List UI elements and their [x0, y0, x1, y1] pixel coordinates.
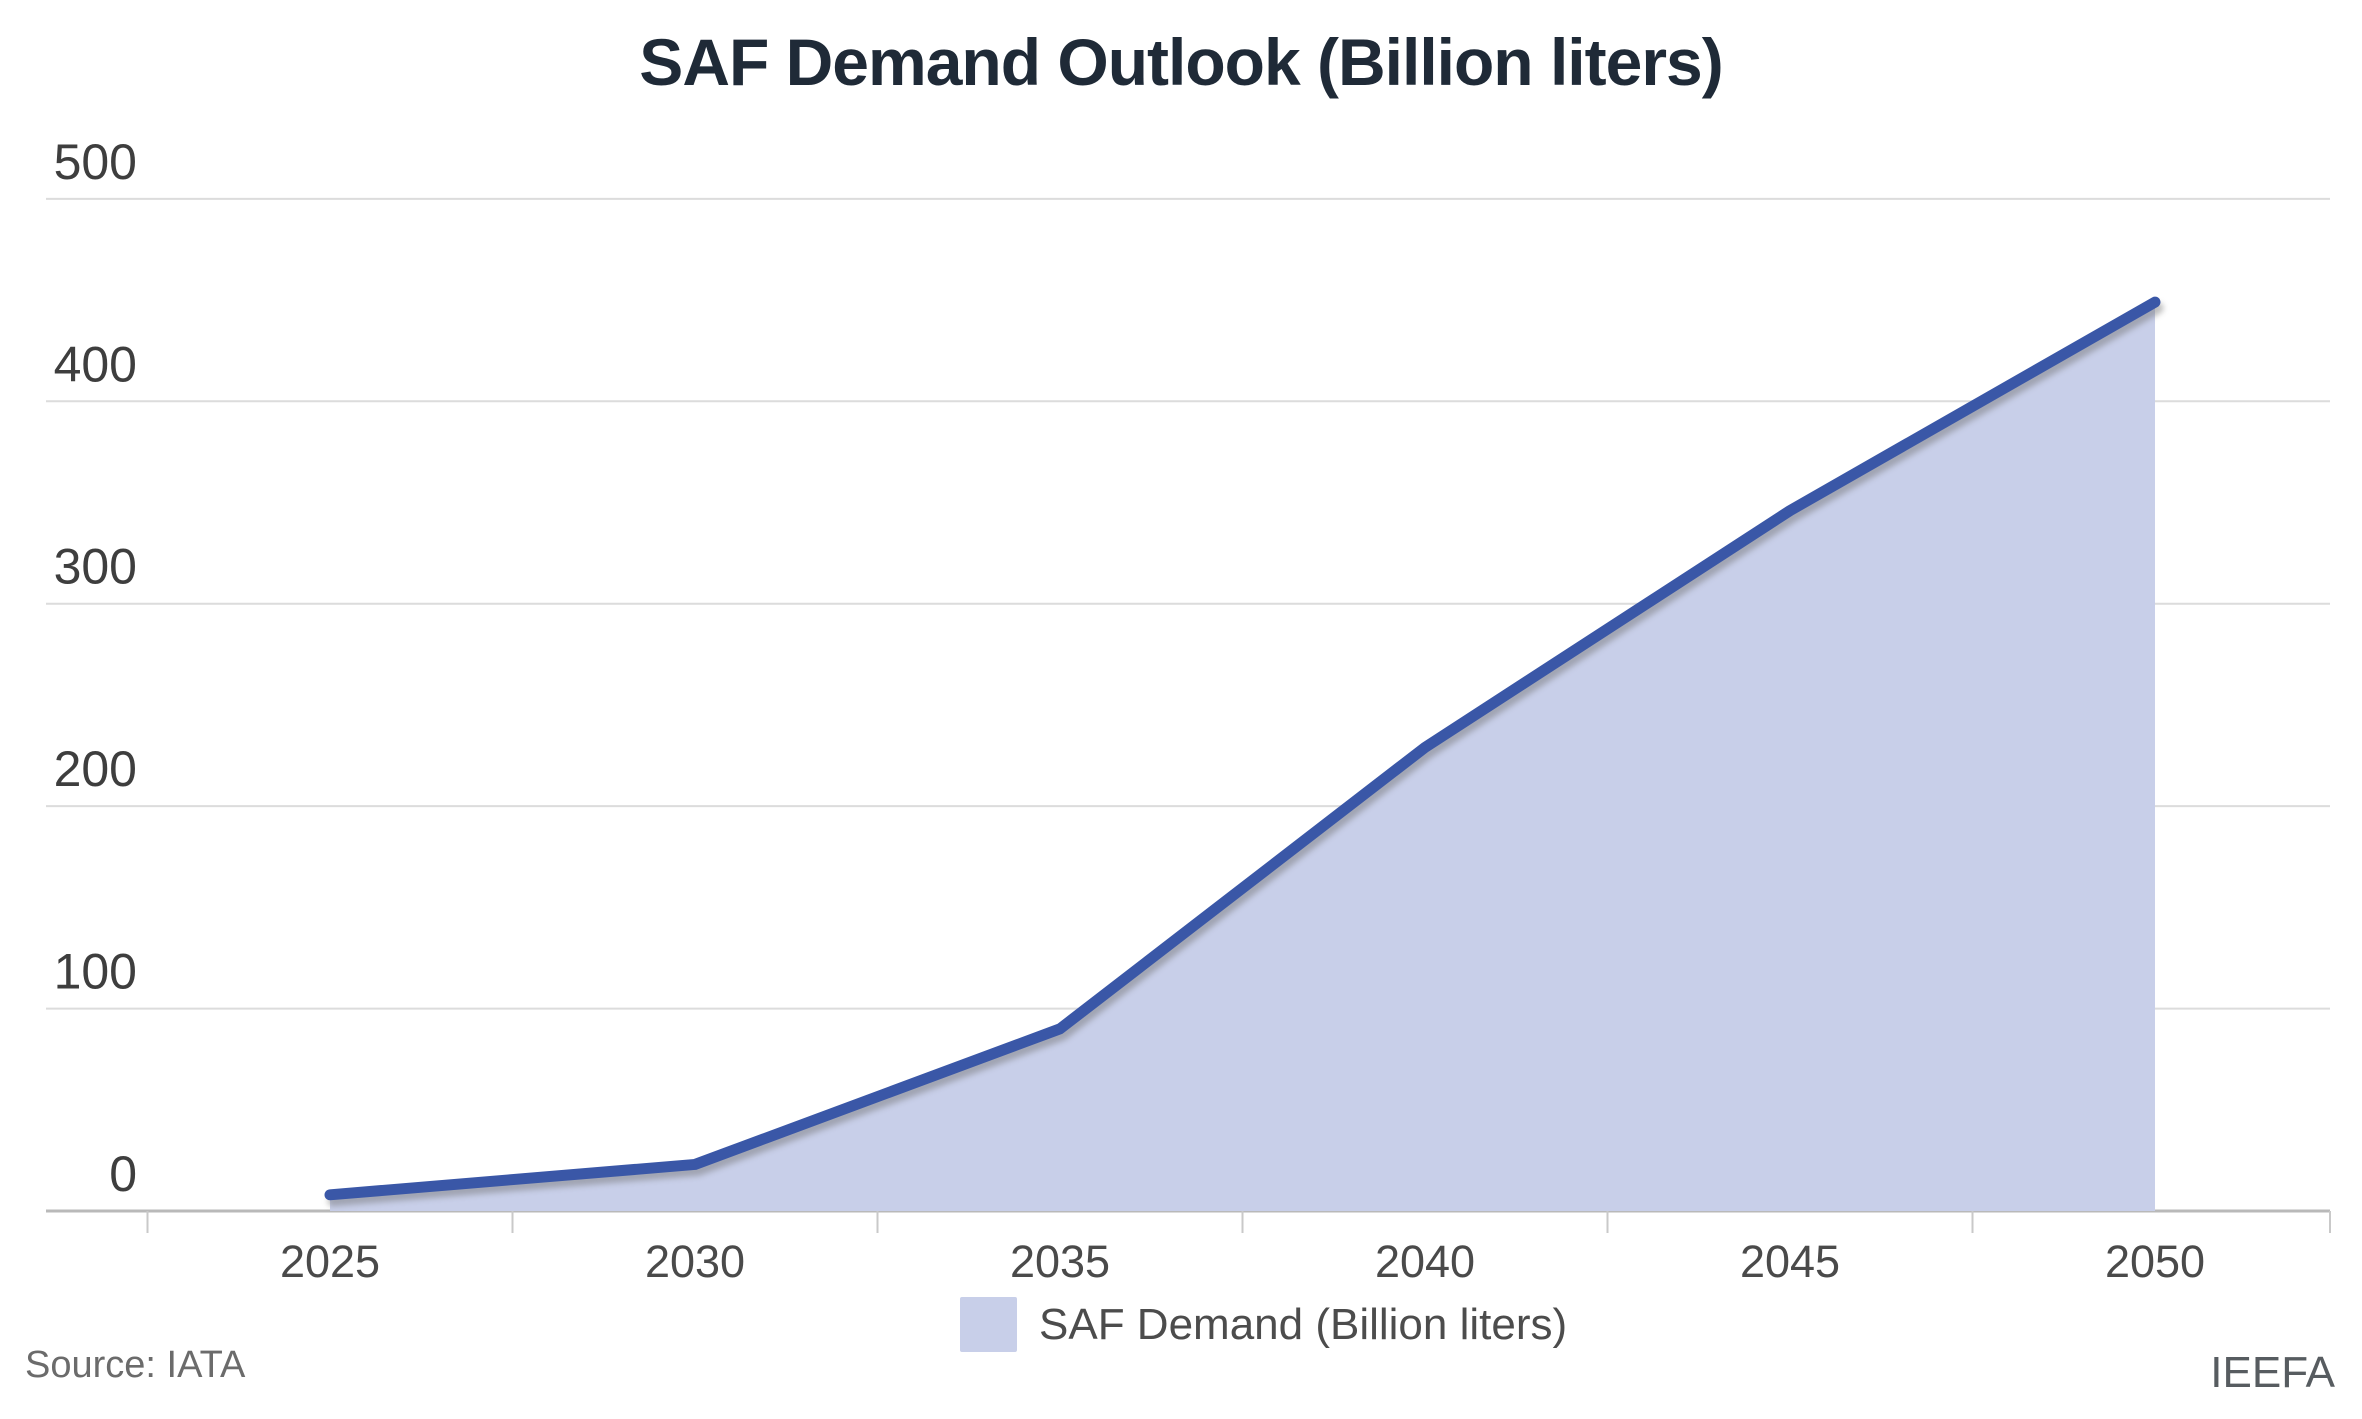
x-tick-label: 2035 [1010, 1236, 1110, 1287]
x-tick-label: 2040 [1375, 1236, 1475, 1287]
legend-swatch [960, 1297, 1017, 1352]
y-tick-label: 400 [54, 336, 137, 392]
area-fill [330, 302, 2155, 1211]
x-tick-label: 2025 [280, 1236, 380, 1287]
x-tick-label: 2045 [1740, 1236, 1840, 1287]
chart-legend: SAF Demand (Billion liters) [960, 1297, 1567, 1352]
y-tick-label: 300 [54, 539, 137, 595]
demand-line [324, 296, 2161, 1201]
chart-title: SAF Demand Outlook (Billion liters) [639, 25, 1723, 99]
y-tick-label: 500 [54, 134, 137, 190]
source-note: Source: IATA [25, 1344, 246, 1386]
x-tick-label: 2030 [645, 1236, 745, 1287]
y-tick-label: 100 [54, 944, 137, 1000]
x-tick-label: 2050 [2105, 1236, 2205, 1287]
ieefa-logo: IEEFA [2210, 1348, 2335, 1397]
legend-label: SAF Demand (Billion liters) [1039, 1299, 1568, 1349]
y-tick-label: 0 [109, 1146, 137, 1202]
y-tick-label: 200 [54, 741, 137, 797]
